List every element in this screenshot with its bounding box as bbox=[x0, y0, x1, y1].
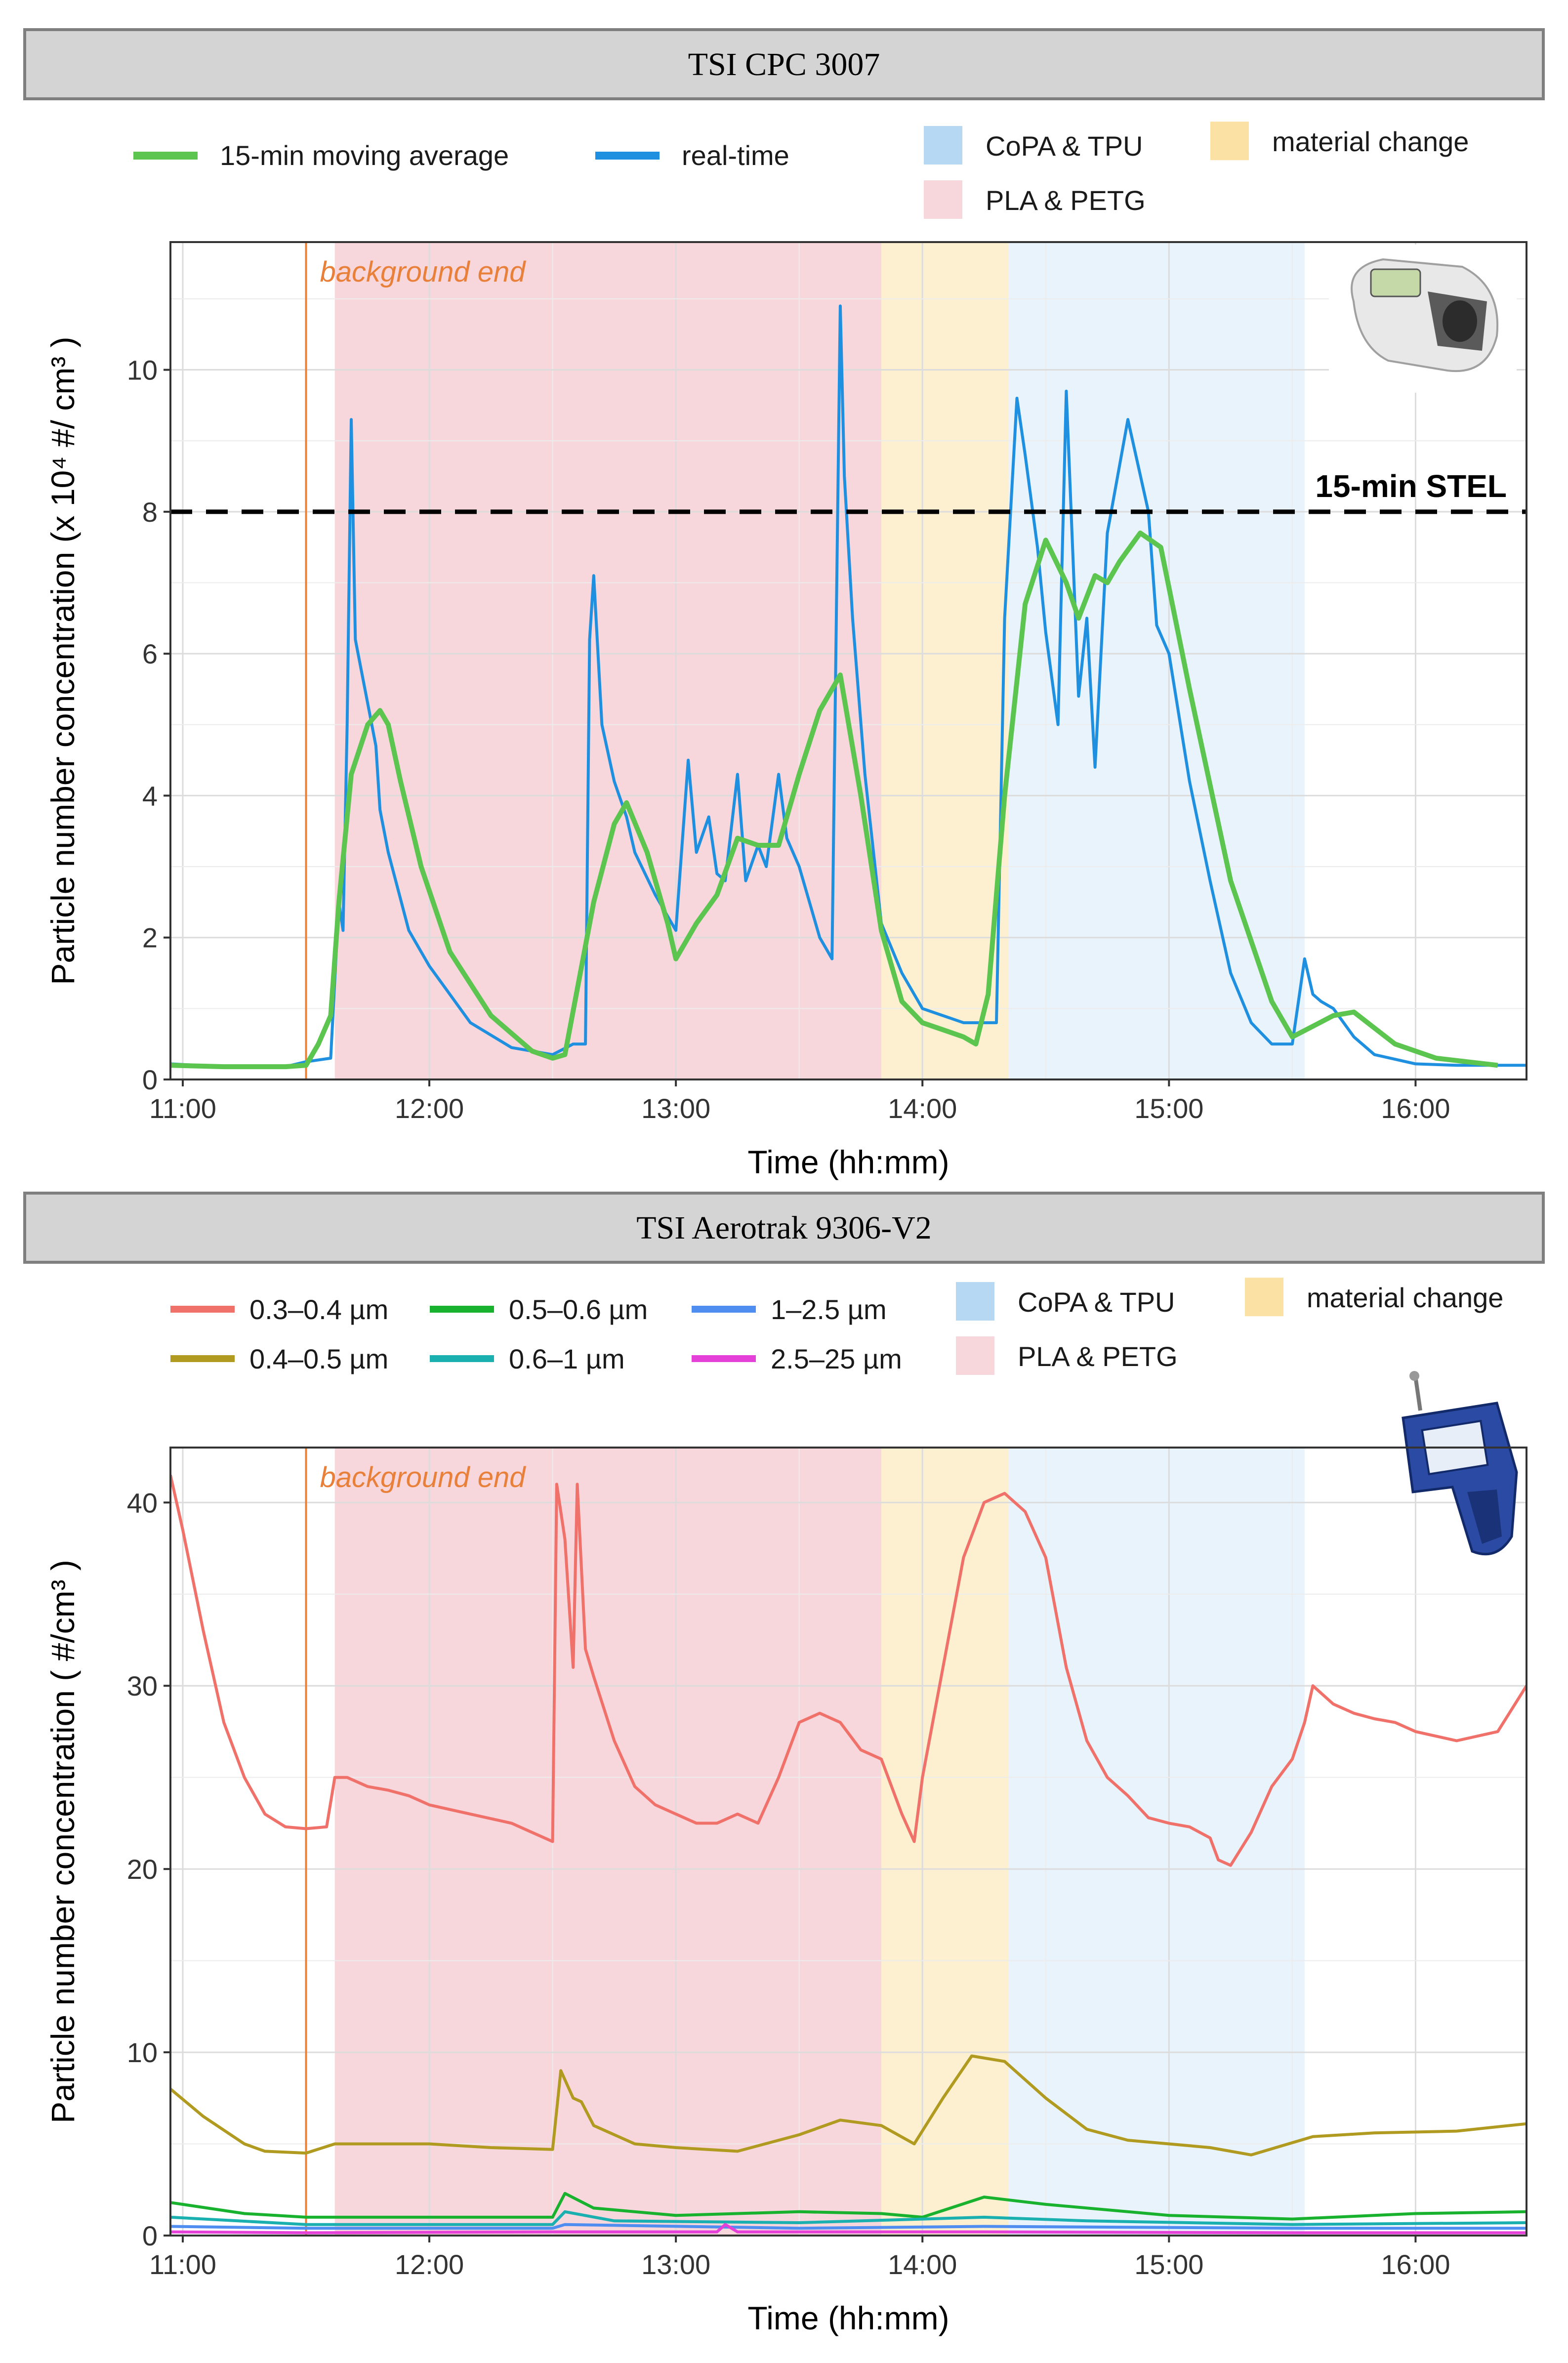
region-copa-tpu bbox=[1008, 1448, 1305, 2236]
region-copa-tpu bbox=[1008, 242, 1305, 1079]
legend-label-real-time: real-time bbox=[682, 140, 789, 171]
legend-swatch-pla-petg bbox=[924, 180, 962, 219]
y-tick-label: 40 bbox=[127, 1487, 158, 1518]
background-end-label: background end bbox=[320, 256, 527, 288]
y-axis-label: Particle number concentration (x 10⁴ #/ … bbox=[44, 336, 81, 985]
plot-frame bbox=[169, 1447, 1527, 2237]
x-tick-label: 15:00 bbox=[1134, 2249, 1203, 2280]
x-axis-label: Time (hh:mm) bbox=[747, 1144, 949, 1180]
background-end-label: background end bbox=[320, 1461, 527, 1493]
y-tick-label: 0 bbox=[142, 2220, 158, 2251]
legend: 0.3–0.4 µm 0.4–0.5 µm 0.5–0.6 µm 0.6–1 µm 1–… bbox=[170, 1278, 1503, 1375]
x-tick-label: 16:00 bbox=[1381, 2249, 1450, 2280]
legend-label-material-change: material change bbox=[1307, 1282, 1503, 1313]
legend-label-1-2-5-m: 1–2.5 µm bbox=[771, 1294, 887, 1325]
series-line-real-time bbox=[170, 304, 1527, 1069]
series-line-15-min-moving-average bbox=[170, 530, 1498, 1070]
x-tick-label: 11:00 bbox=[149, 1093, 216, 1124]
y-tick-label: 4 bbox=[142, 780, 158, 811]
region-pla-petg bbox=[334, 1448, 882, 2236]
x-tick-label: 16:00 bbox=[1381, 1093, 1450, 1124]
legend-label-copa-tpu: CoPA & TPU bbox=[986, 130, 1143, 162]
x-tick-label: 12:00 bbox=[395, 2249, 464, 2280]
series-line-0-6-1-m bbox=[170, 2210, 1527, 2226]
legend-swatch-copa-tpu bbox=[924, 126, 962, 165]
x-tick-label: 12:00 bbox=[395, 1093, 464, 1124]
y-tick-label: 30 bbox=[127, 1670, 158, 1701]
legend-swatch-material-change bbox=[1210, 122, 1249, 161]
legend-swatch-material-change bbox=[1245, 1278, 1283, 1317]
x-axis-label: Time (hh:mm) bbox=[747, 2300, 949, 2336]
series-line-0-5-0-6-m bbox=[170, 2192, 1527, 2221]
legend-label-0-3-0-4-m: 0.3–0.4 µm bbox=[249, 1294, 388, 1325]
legend-label-copa-tpu: CoPA & TPU bbox=[1018, 1286, 1175, 1318]
y-tick-label: 6 bbox=[142, 638, 158, 669]
legend-label-2-5-25-m: 2.5–25 µm bbox=[771, 1343, 902, 1374]
series-line-0-4-0-5-m bbox=[170, 2054, 1527, 2156]
series-line-2-5-25-m bbox=[170, 2223, 1527, 2235]
x-tick-label: 14:00 bbox=[888, 1093, 957, 1124]
series-line-1-2-5-m bbox=[170, 2223, 1527, 2230]
y-tick-label: 10 bbox=[127, 2037, 158, 2068]
region-material-change bbox=[881, 1448, 1009, 2236]
legend-swatch-copa-tpu bbox=[956, 1282, 994, 1321]
region-pla-petg bbox=[334, 242, 882, 1079]
x-tick-label: 15:00 bbox=[1134, 1093, 1203, 1124]
gridlines bbox=[170, 242, 1527, 1080]
legend-label-pla-petg: PLA & PETG bbox=[1018, 1341, 1178, 1372]
panel-title: TSI CPC 3007 bbox=[688, 46, 880, 83]
legend-label-0-5-0-6-m: 0.5–0.6 µm bbox=[509, 1294, 648, 1325]
gridlines bbox=[170, 1448, 1527, 2237]
plot-frame bbox=[169, 241, 1527, 1080]
legend-swatch-pla-petg bbox=[956, 1336, 994, 1375]
y-axis-label: Particle number concentration ( #/cm³ ) bbox=[44, 1560, 81, 2123]
y-tick-label: 10 bbox=[127, 355, 158, 386]
legend-label-0-6-1-m: 0.6–1 µm bbox=[509, 1343, 625, 1374]
y-tick-label: 0 bbox=[142, 1064, 158, 1095]
region-material-change bbox=[881, 242, 1009, 1079]
panel-title: TSI Aerotrak 9306-V2 bbox=[636, 1210, 932, 1246]
legend-label-0-4-0-5-m: 0.4–0.5 µm bbox=[249, 1343, 388, 1374]
series-line-0-3-0-4-m bbox=[170, 1474, 1527, 1867]
panel-title-bar bbox=[23, 28, 1545, 100]
x-tick-label: 11:00 bbox=[149, 2249, 216, 2280]
y-tick-label: 20 bbox=[127, 1854, 158, 1885]
x-tick-label: 14:00 bbox=[888, 2249, 957, 2280]
legend-label-15-min-moving-average: 15-min moving average bbox=[220, 140, 509, 171]
panel-title-bar bbox=[23, 1192, 1545, 1264]
handheld-particle-counter-device bbox=[1402, 1371, 1518, 1556]
stel-label: 15-min STEL bbox=[1315, 468, 1507, 504]
y-tick-label: 8 bbox=[142, 497, 158, 528]
legend-label-material-change: material change bbox=[1272, 126, 1469, 157]
legend: 15-min moving average real-time CoPA & TPU… bbox=[133, 122, 1469, 219]
y-tick-label: 2 bbox=[142, 922, 158, 953]
legend-label-pla-petg: PLA & PETG bbox=[986, 185, 1146, 216]
x-tick-label: 13:00 bbox=[641, 1093, 710, 1124]
condensation-particle-counter-device bbox=[1329, 245, 1517, 393]
x-tick-label: 13:00 bbox=[641, 2249, 710, 2280]
